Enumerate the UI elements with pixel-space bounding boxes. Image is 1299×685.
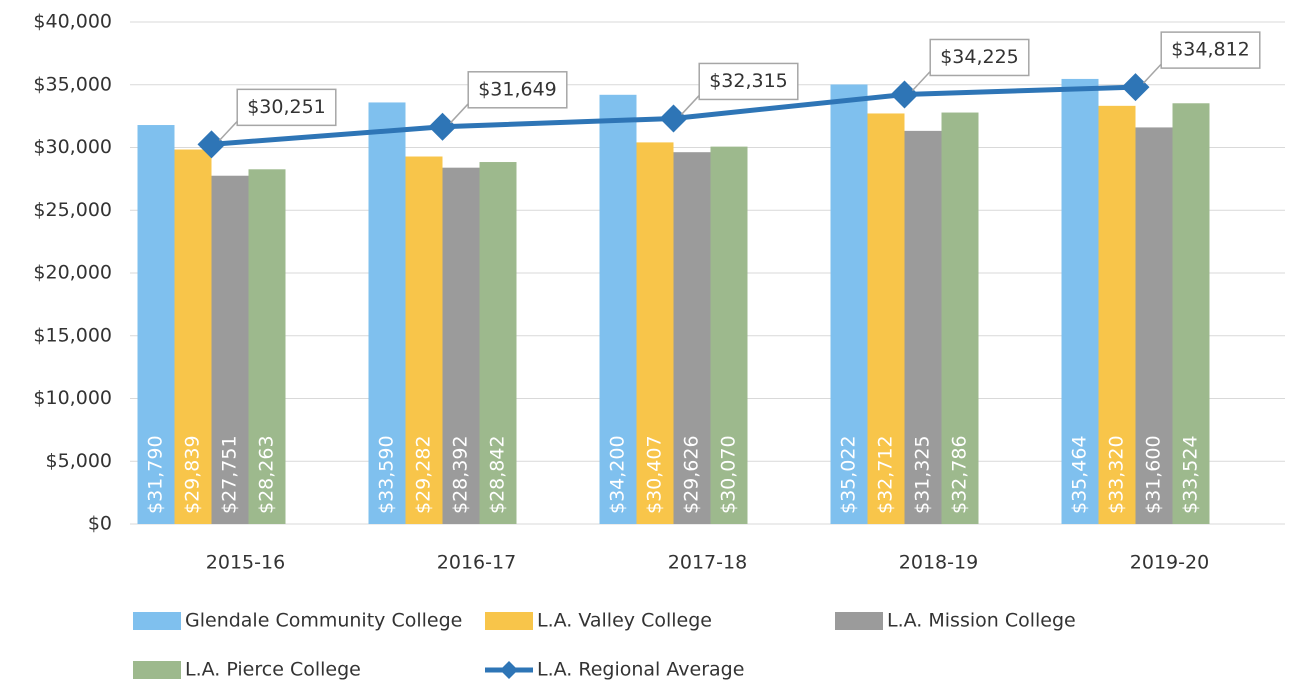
bar [137, 125, 175, 525]
bar-value-label: $32,712 [875, 435, 897, 514]
legend-label: L.A. Pierce College [185, 659, 361, 681]
bar-value-label: $31,325 [912, 435, 934, 514]
bar [830, 84, 868, 524]
line-value-label: $30,251 [247, 96, 326, 118]
x-tick-label: 2019-20 [1130, 552, 1209, 574]
data-label-box [467, 71, 568, 109]
bar [1061, 78, 1099, 524]
bar [368, 102, 406, 525]
bar-value-label: $30,070 [718, 435, 740, 514]
bar [599, 94, 637, 524]
data-label-leader [1142, 63, 1162, 84]
bar [941, 112, 979, 524]
y-tick-label: $15,000 [33, 324, 112, 346]
bar-value-label: $29,282 [413, 435, 435, 514]
x-tick-label: 2015-16 [206, 552, 285, 574]
bar [867, 113, 905, 524]
bar-value-label: $34,200 [607, 435, 629, 514]
bar [673, 152, 711, 524]
data-label: $31,649 [467, 71, 568, 109]
data-label: $34,225 [929, 38, 1030, 77]
legend-swatch [485, 612, 533, 630]
legend-label: L.A. Mission College [887, 610, 1076, 632]
legend-label: L.A. Regional Average [537, 659, 744, 681]
legend-label: L.A. Valley College [537, 610, 712, 632]
bar [174, 149, 212, 524]
line-marker [428, 112, 457, 141]
bar [1135, 127, 1173, 525]
legend-swatch [500, 661, 518, 679]
bar-value-label: $35,022 [838, 435, 860, 514]
x-tick-label: 2016-17 [437, 552, 516, 574]
bar-value-label: $30,407 [644, 435, 666, 514]
line-marker [197, 130, 226, 159]
data-label: $32,315 [698, 62, 799, 101]
y-tick-label: $5,000 [46, 450, 112, 472]
bar-value-label: $29,839 [182, 435, 204, 514]
bar [405, 156, 443, 524]
legend-swatch [835, 612, 883, 630]
y-tick-label: $20,000 [33, 262, 112, 284]
y-tick-label: $10,000 [33, 387, 112, 409]
y-tick-label: $0 [88, 513, 112, 535]
bar-value-label: $27,751 [219, 435, 241, 514]
bar-value-label: $33,320 [1106, 435, 1128, 514]
line-value-label: $31,649 [478, 78, 557, 100]
data-label-box [698, 62, 799, 101]
bar [442, 167, 480, 524]
bar [1098, 105, 1136, 525]
y-tick-label: $35,000 [33, 73, 112, 95]
x-tick-label: 2017-18 [668, 552, 747, 574]
data-label: $30,251 [236, 88, 337, 127]
y-tick-label: $25,000 [33, 199, 112, 221]
y-tick-label: $40,000 [33, 11, 112, 33]
bar [636, 142, 674, 524]
bar-value-label: $29,626 [681, 435, 703, 514]
data-label-leader [218, 120, 238, 141]
line-marker [659, 104, 688, 133]
legend-swatch [133, 612, 181, 630]
bar-value-label: $32,786 [949, 435, 971, 514]
data-label-leader [911, 70, 931, 91]
data-label-leader [680, 94, 700, 115]
bar [710, 146, 748, 524]
line-marker [890, 80, 919, 109]
bar [211, 175, 249, 524]
bar-value-label: $33,590 [376, 435, 398, 514]
line-value-label: $34,812 [1171, 39, 1250, 61]
bar-value-label: $28,263 [256, 435, 278, 514]
bar-value-label: $31,600 [1143, 435, 1165, 514]
data-label-leader [449, 103, 469, 124]
bar [479, 162, 517, 524]
legend-label: Glendale Community College [185, 610, 462, 632]
line-marker [1121, 73, 1150, 102]
data-label-box [1160, 31, 1261, 69]
bar-value-label: $28,392 [450, 435, 472, 514]
bar [904, 130, 942, 524]
bar [1172, 103, 1210, 524]
bar-value-label: $28,842 [487, 435, 509, 514]
bar [248, 169, 286, 524]
line-value-label: $32,315 [709, 70, 788, 92]
bar-value-label: $33,524 [1180, 435, 1202, 514]
y-tick-label: $30,000 [33, 136, 112, 158]
data-label: $34,812 [1160, 31, 1261, 69]
legend-swatch [133, 661, 181, 679]
data-label-box [929, 38, 1030, 77]
data-label-box [236, 88, 337, 127]
bar-value-label: $35,464 [1069, 435, 1091, 514]
x-tick-label: 2018-19 [899, 552, 978, 574]
line-value-label: $34,225 [940, 46, 1019, 68]
bar-value-label: $31,790 [145, 435, 167, 514]
